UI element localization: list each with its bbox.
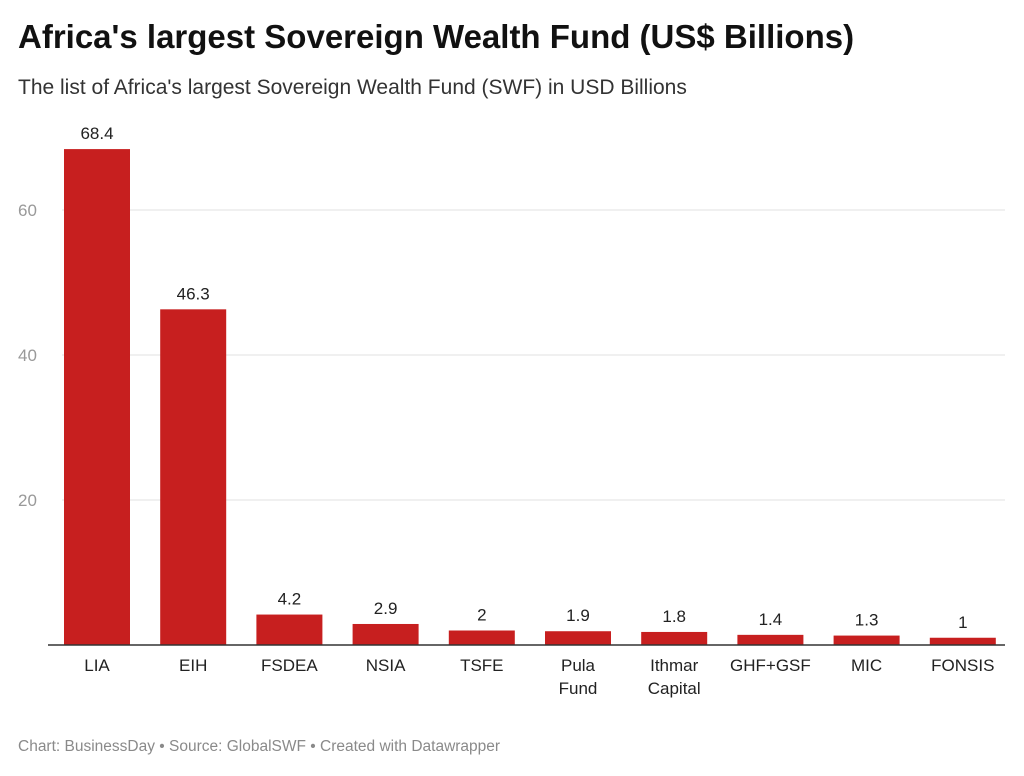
bar: [641, 631, 708, 645]
bar: [64, 149, 130, 645]
bar: [929, 637, 996, 645]
x-tick-label: MIC: [851, 656, 882, 675]
x-tick-label: LIA: [84, 656, 110, 675]
x-tick-label: NSIA: [366, 656, 406, 675]
y-tick-label: 40: [18, 346, 37, 365]
data-label: 46.3: [177, 284, 210, 303]
chart-subtitle: The list of Africa's largest Sovereign W…: [18, 76, 687, 99]
y-tick-label: 20: [18, 491, 37, 510]
y-tick-label: 60: [18, 201, 37, 220]
chart-title: Africa's largest Sovereign Wealth Fund (…: [18, 18, 855, 55]
bar: [545, 631, 611, 645]
data-label: 4.2: [278, 590, 302, 609]
data-label: 1: [958, 613, 967, 632]
bar: [448, 630, 515, 645]
x-tick-label: EIH: [179, 656, 207, 675]
data-label: 1.9: [566, 606, 590, 625]
x-tick-label: TSFE: [460, 656, 503, 675]
data-label: 1.4: [759, 610, 783, 629]
bar: [160, 309, 227, 645]
data-label: 2.9: [374, 599, 398, 618]
data-label: 1.8: [662, 607, 686, 626]
bar: [352, 623, 419, 645]
bar: [737, 634, 804, 645]
x-tick-label: GHF+GSF: [730, 656, 811, 675]
data-label: 68.4: [80, 124, 113, 143]
x-tick-label: FSDEA: [261, 656, 318, 675]
data-label: 1.3: [855, 611, 879, 630]
chart-footer: Chart: BusinessDay • Source: GlobalSWF •…: [18, 738, 501, 755]
x-tick-label: Pula Fund: [559, 656, 598, 698]
data-label: 2: [477, 606, 486, 625]
bar: [256, 614, 323, 645]
bar: [833, 635, 900, 645]
x-tick-label: FONSIS: [931, 656, 994, 675]
x-tick-label: Ithmar Capital: [648, 656, 701, 698]
